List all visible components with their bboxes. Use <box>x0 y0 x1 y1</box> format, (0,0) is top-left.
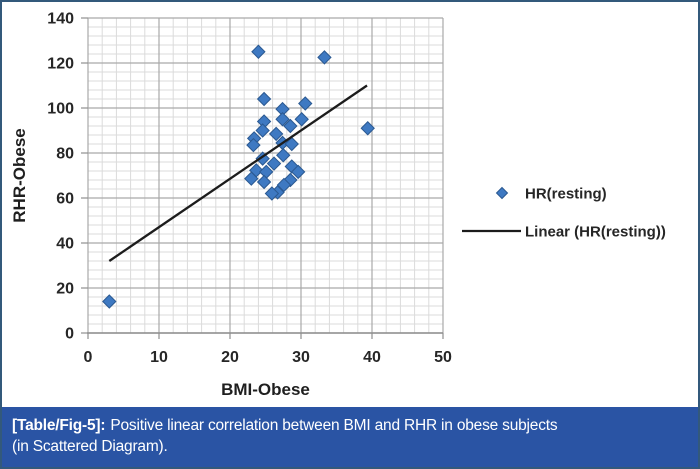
scatter-point <box>298 96 313 111</box>
x-tick-label: 40 <box>363 349 381 366</box>
x-tick-label: 30 <box>292 349 310 366</box>
y-tick-label: 80 <box>56 146 74 163</box>
y-tick-label: 60 <box>56 191 74 208</box>
scatter-point <box>102 294 117 309</box>
scatter-point <box>256 174 272 190</box>
scatter-point <box>246 137 261 153</box>
x-axis-title: BMI-Obese <box>221 380 310 399</box>
x-tick-label: 20 <box>221 349 239 366</box>
x-tick-label: 0 <box>84 349 93 366</box>
caption-label: [Table/Fig-5]: <box>12 417 106 434</box>
x-tick-label: 10 <box>150 349 168 366</box>
scatter-point <box>255 123 270 138</box>
scatter-point <box>284 136 299 152</box>
y-tick-label: 100 <box>47 101 74 118</box>
scatter-point <box>276 148 291 163</box>
scatter-point <box>244 171 259 186</box>
y-tick-label: 0 <box>65 326 74 343</box>
y-tick-label: 120 <box>47 56 74 73</box>
scatter-point <box>275 112 290 127</box>
trendline <box>108 84 368 262</box>
scatter-point <box>266 156 282 171</box>
legend-label: HR(resting) <box>525 186 607 203</box>
y-tick-label: 40 <box>56 236 74 253</box>
scatter-point <box>317 50 332 65</box>
scatter-point <box>283 118 298 134</box>
scatter-chart: 0 10 20 30 40 50 0 20 40 60 80 100 120 140 BMI-Obese RH… <box>10 11 666 400</box>
scatter-point <box>251 44 266 59</box>
figure-caption: [Table/Fig-5]: Positive linear correlatio… <box>0 407 700 469</box>
legend-label: Linear (HR(resting)) <box>525 224 666 241</box>
x-tick-label: 50 <box>434 349 452 366</box>
y-axis-title: RHR-Obese <box>10 128 29 222</box>
scatter-point <box>268 126 284 142</box>
scatter-point <box>294 112 309 127</box>
caption-line1: Positive linear correlation between BMI … <box>110 417 558 434</box>
y-tick-label: 140 <box>47 11 74 28</box>
legend-item: HR(resting) <box>495 186 607 203</box>
scatter-point <box>276 177 292 193</box>
legend-marker-icon <box>495 186 509 200</box>
scatter-point <box>256 91 272 107</box>
caption-line2: (in Scattered Diagram). <box>12 438 168 455</box>
scatter-point <box>264 186 280 201</box>
y-tick-label: 20 <box>56 281 74 298</box>
scatter-point <box>290 164 306 180</box>
legend-item: Linear (HR(resting)) <box>462 224 666 241</box>
scatter-point <box>360 121 375 136</box>
